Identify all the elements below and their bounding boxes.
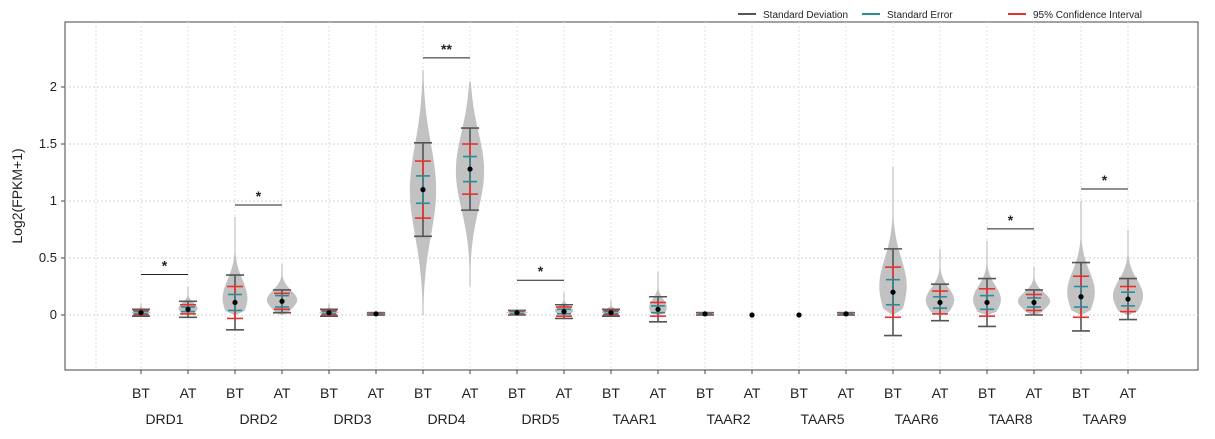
x-tick-label-AT: AT [1026,385,1043,401]
x-tick-label-AT: AT [838,385,855,401]
sig-star-DRD1: * [162,258,168,274]
mean-point-DRD2-AT [279,298,285,304]
mean-point-DRD5-BT [514,310,520,316]
gene-label-TAAR6: TAAR6 [894,411,938,427]
significance-markers: ******* [141,41,1128,281]
x-tick-label-BT: BT [132,385,150,401]
x-tick-label-BT: BT [978,385,996,401]
sig-star-DRD4: ** [441,41,452,57]
x-tick-label-BT: BT [414,385,432,401]
y-axis: 0 0.5 1 1.5 2 [39,79,65,322]
x-tick-label-AT: AT [744,385,761,401]
legend-label-0: Standard Deviation [763,10,848,21]
x-tick-label-BT: BT [1072,385,1090,401]
mean-point-DRD3-BT [326,310,332,316]
gene-label-TAAR1: TAAR1 [612,411,656,427]
y-tick-label: 2 [50,79,57,94]
gene-label-DRD4: DRD4 [427,411,465,427]
y-tick-label: 0.5 [39,250,57,265]
y-tick-label: 1.5 [39,136,57,151]
mean-point-TAAR5-BT [796,312,802,318]
legend-label-1: Standard Error [887,10,953,21]
violin-TAAR1-AT [649,271,667,315]
x-tick-label-AT: AT [650,385,667,401]
mean-point-TAAR1-BT [608,310,614,316]
mean-point-TAAR6-BT [890,289,896,295]
mean-point-TAAR8-AT [1031,299,1037,306]
error-bars [132,127,1137,337]
mean-point-TAAR9-BT [1078,294,1084,300]
x-tick-label-AT: AT [180,385,197,401]
x-axis: BT AT DRD1 BT AT DRD2 BT AT DRD3 BT AT DRD4 BT AT DRD5… [132,370,1137,427]
gene-label-TAAR5: TAAR5 [800,411,844,427]
mean-point-DRD2-BT [232,299,238,306]
gene-label-TAAR8: TAAR8 [988,411,1032,427]
mean-point-TAAR6-AT [937,299,943,306]
x-tick-label-AT: AT [932,385,949,401]
violin-TAAR6-BT [879,166,907,315]
x-tick-label-AT: AT [274,385,291,401]
x-tick-label-BT: BT [226,385,244,401]
x-tick-label-AT: AT [1120,385,1137,401]
mean-point-TAAR2-BT [702,311,708,317]
x-tick-label-AT: AT [556,385,573,401]
x-tick-label-BT: BT [696,385,714,401]
gene-label-DRD3: DRD3 [333,411,371,427]
x-tick-label-BT: BT [320,385,338,401]
mean-point-TAAR9-AT [1125,296,1131,302]
x-tick-label-AT: AT [462,385,479,401]
gene-label-DRD2: DRD2 [239,411,277,427]
mean-point-TAAR8-BT [984,299,990,306]
gene-label-DRD5: DRD5 [521,411,559,427]
x-tick-label-BT: BT [602,385,620,401]
mean-point-TAAR1-AT [655,306,661,312]
y-tick-label: 1 [50,193,57,208]
violin-TAAR9-AT [1112,229,1144,315]
x-tick-label-BT: BT [790,385,808,401]
mean-point-TAAR5-AT [843,311,849,317]
x-tick-label-BT: BT [508,385,526,401]
gene-label-DRD1: DRD1 [145,411,183,427]
mean-point-DRD4-BT [420,187,426,193]
legend-label-2: 95% Confidence Interval [1033,10,1142,21]
sig-star-DRD5: * [538,263,544,279]
mean-point-DRD5-AT [561,308,567,315]
mean-point-DRD3-AT [373,311,379,317]
mean-point-TAAR2-AT [749,312,755,318]
x-tick-label-AT: AT [368,385,385,401]
gene-label-TAAR2: TAAR2 [706,411,750,427]
gene-label-TAAR9: TAAR9 [1082,411,1126,427]
mean-point-DRD4-AT [467,166,473,172]
mean-point-DRD1-BT [138,310,144,316]
legend: Standard Deviation Standard Error 95% Conf… [738,10,1142,21]
violin-DRD2-BT [222,217,248,315]
sig-star-DRD2: * [256,188,262,204]
y-axis-title: Log2(FPKM+1) [9,148,25,243]
sig-star-TAAR9: * [1102,172,1108,188]
sig-star-TAAR8: * [1008,212,1014,228]
mean-point-DRD1-AT [185,306,191,312]
y-tick-label: 0 [50,307,57,322]
violin-TAAR6-AT [925,248,955,315]
plot-area [64,21,1199,371]
x-tick-label-BT: BT [884,385,902,401]
